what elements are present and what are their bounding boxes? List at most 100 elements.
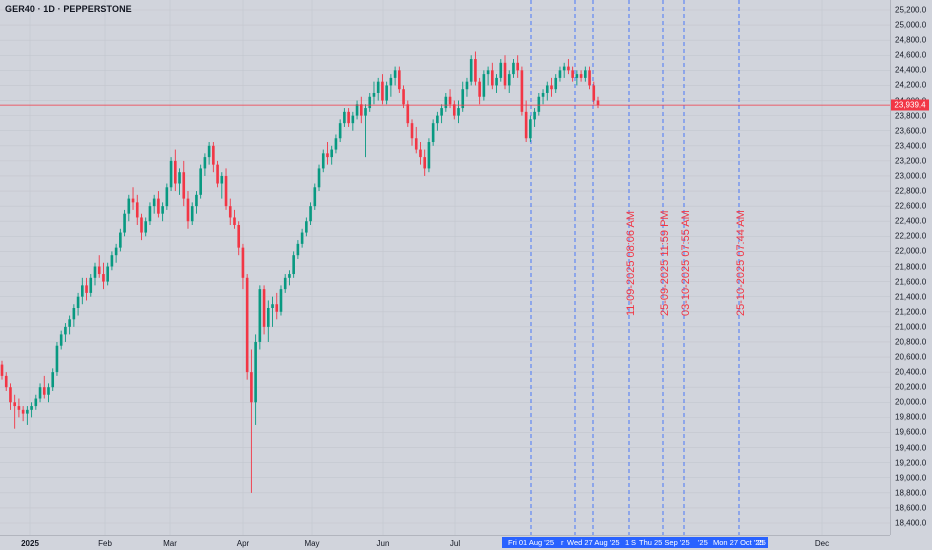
candle-up	[431, 123, 435, 143]
candle-down	[524, 111, 528, 139]
candle-down	[579, 74, 583, 78]
candle-up	[89, 277, 93, 293]
candle-up	[254, 341, 257, 403]
price-tick-label: 23,000.0	[895, 171, 927, 181]
time-axis-border	[0, 535, 890, 536]
candle-up	[296, 243, 300, 256]
candle-up	[81, 285, 84, 297]
candle-up	[427, 142, 431, 169]
price-tick-label: 25,200.0	[895, 5, 927, 15]
candle-up	[376, 81, 380, 93]
candle-up	[47, 387, 50, 395]
candle-up	[334, 138, 338, 150]
current-price-tag: 23,939.4	[891, 99, 929, 111]
candle-down	[596, 100, 600, 106]
candle-up	[165, 187, 169, 207]
candle-up	[461, 89, 465, 109]
price-tick-label: 22,200.0	[895, 231, 927, 241]
candle-up	[338, 123, 342, 139]
candle-up	[355, 104, 359, 116]
candle-up	[283, 277, 287, 290]
candle-up	[482, 74, 486, 97]
candle-down	[186, 198, 190, 222]
candle-up	[148, 206, 152, 222]
candle-down	[474, 59, 477, 82]
candle-up	[51, 372, 55, 388]
candle-down	[42, 387, 46, 395]
price-tick-label: 19,400.0	[895, 443, 927, 453]
price-tick-label: 20,200.0	[895, 382, 927, 392]
candle-down	[140, 217, 143, 233]
candle-up	[55, 345, 59, 373]
candle-down	[9, 387, 12, 403]
candle-down	[419, 149, 422, 158]
candle-down	[567, 66, 570, 71]
candle-down	[245, 277, 249, 373]
candle-up	[321, 153, 325, 169]
price-tick-label: 22,400.0	[895, 216, 927, 226]
selection-date-label: r	[561, 538, 564, 547]
time-tick-label: Dec	[814, 539, 830, 548]
candle-down	[406, 104, 410, 124]
time-tick-label: Jul	[449, 539, 461, 548]
candle-down	[97, 266, 101, 275]
candle-up	[495, 77, 498, 86]
price-tick-label: 24,400.0	[895, 65, 927, 75]
price-axis-border	[890, 0, 891, 535]
candle-up	[512, 62, 515, 75]
price-tick-label: 19,000.0	[895, 473, 927, 483]
price-tick-label: 20,800.0	[895, 337, 927, 347]
candle-up	[203, 157, 207, 169]
candle-up	[68, 319, 71, 327]
candle-up	[123, 213, 126, 233]
candle-down	[241, 247, 245, 278]
candle-down	[4, 375, 8, 388]
candle-up	[313, 187, 317, 207]
candle-down	[452, 104, 456, 116]
candle-up	[110, 255, 114, 267]
candle-up	[364, 108, 367, 116]
candle-down	[228, 206, 232, 218]
candle-up	[178, 172, 181, 184]
candle-up	[207, 145, 211, 158]
vertical-line-timestamp: 25-09-2025 11:59 PM	[659, 210, 671, 316]
candle-down	[17, 406, 21, 410]
time-selection-range[interactable]	[502, 537, 768, 548]
candle-up	[465, 81, 469, 90]
candle-up	[469, 59, 473, 82]
price-tick-label: 24,200.0	[895, 80, 927, 90]
candle-up	[393, 70, 397, 78]
candle-down	[550, 85, 553, 90]
vertical-line-timestamp: 11-09-2025 08:06 AM	[625, 211, 637, 316]
candle-down	[520, 70, 524, 112]
candle-up	[499, 62, 503, 78]
time-tick-label: May	[304, 539, 320, 548]
candle-up	[266, 307, 270, 327]
plot-area[interactable]	[0, 0, 890, 535]
candle-up	[127, 198, 131, 214]
price-tick-label: 21,000.0	[895, 322, 927, 332]
candle-down	[398, 70, 401, 90]
candle-up	[34, 398, 38, 407]
candle-up	[440, 108, 443, 116]
price-tick-label: 18,600.0	[895, 503, 927, 513]
candle-down	[359, 104, 363, 116]
candle-up	[436, 115, 439, 124]
selection-date-label: Thu 25 Sep '25	[639, 538, 690, 547]
candle-up	[372, 92, 376, 97]
candle-up	[30, 406, 33, 410]
candle-up	[330, 149, 334, 158]
candle-up	[317, 168, 321, 188]
candle-down	[216, 164, 219, 184]
candle-up	[385, 85, 388, 101]
symbol-title[interactable]: GER40 · 1D · PEPPERSTONE	[5, 4, 132, 14]
candle-down	[102, 274, 105, 282]
price-tick-label: 22,600.0	[895, 201, 927, 211]
price-tick-label: 24,800.0	[895, 35, 927, 45]
candle-up	[292, 255, 295, 275]
candle-up	[444, 96, 448, 109]
candle-down	[275, 304, 279, 312]
price-tick-label: 23,800.0	[895, 111, 927, 121]
time-tick-label: Mar	[163, 539, 177, 548]
